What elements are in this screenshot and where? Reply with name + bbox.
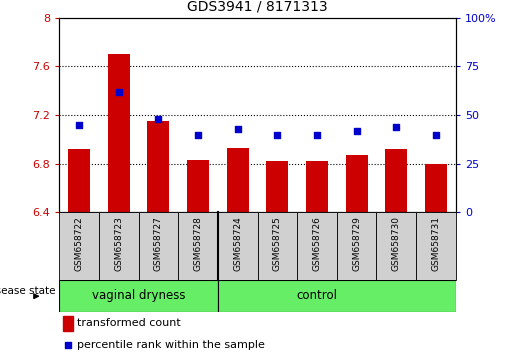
Bar bbox=[59, 280, 218, 312]
Bar bbox=[346, 155, 368, 212]
Bar bbox=[147, 121, 169, 212]
Point bbox=[154, 116, 163, 122]
Bar bbox=[99, 212, 139, 280]
Point bbox=[273, 132, 281, 137]
Bar bbox=[139, 212, 178, 280]
Text: GSM658727: GSM658727 bbox=[154, 216, 163, 271]
Bar bbox=[416, 212, 456, 280]
Point bbox=[313, 132, 321, 137]
Bar bbox=[108, 54, 130, 212]
Text: GSM658724: GSM658724 bbox=[233, 216, 242, 270]
Bar bbox=[258, 212, 297, 280]
Text: GSM658722: GSM658722 bbox=[75, 216, 83, 270]
Text: GSM658726: GSM658726 bbox=[313, 216, 321, 271]
Text: transformed count: transformed count bbox=[77, 318, 181, 329]
Title: GDS3941 / 8171313: GDS3941 / 8171313 bbox=[187, 0, 328, 14]
Bar bbox=[337, 212, 376, 280]
Bar bbox=[306, 161, 328, 212]
Point bbox=[234, 126, 242, 132]
Text: GSM658725: GSM658725 bbox=[273, 216, 282, 271]
Text: GSM658723: GSM658723 bbox=[114, 216, 123, 271]
Bar bbox=[218, 280, 456, 312]
Point bbox=[194, 132, 202, 137]
Point bbox=[114, 89, 123, 95]
Bar bbox=[266, 161, 288, 212]
Text: percentile rank within the sample: percentile rank within the sample bbox=[77, 339, 265, 350]
Bar bbox=[227, 148, 249, 212]
Bar bbox=[187, 160, 209, 212]
Bar bbox=[425, 164, 447, 212]
Bar bbox=[376, 212, 416, 280]
Point bbox=[432, 132, 440, 137]
Point bbox=[75, 122, 83, 128]
Point bbox=[392, 124, 401, 130]
Text: GSM658731: GSM658731 bbox=[432, 216, 440, 271]
Point bbox=[352, 128, 360, 133]
Bar bbox=[218, 212, 258, 280]
Bar bbox=[59, 212, 99, 280]
Text: GSM658729: GSM658729 bbox=[352, 216, 361, 271]
Bar bbox=[385, 149, 407, 212]
Text: GSM658728: GSM658728 bbox=[194, 216, 202, 271]
Bar bbox=[178, 212, 218, 280]
Bar bbox=[68, 149, 90, 212]
Text: vaginal dryness: vaginal dryness bbox=[92, 289, 185, 302]
Bar bbox=[297, 212, 337, 280]
Bar bbox=[63, 316, 73, 331]
Text: disease state: disease state bbox=[0, 286, 56, 296]
Text: GSM658730: GSM658730 bbox=[392, 216, 401, 271]
Point bbox=[64, 342, 73, 348]
Text: control: control bbox=[297, 289, 337, 302]
